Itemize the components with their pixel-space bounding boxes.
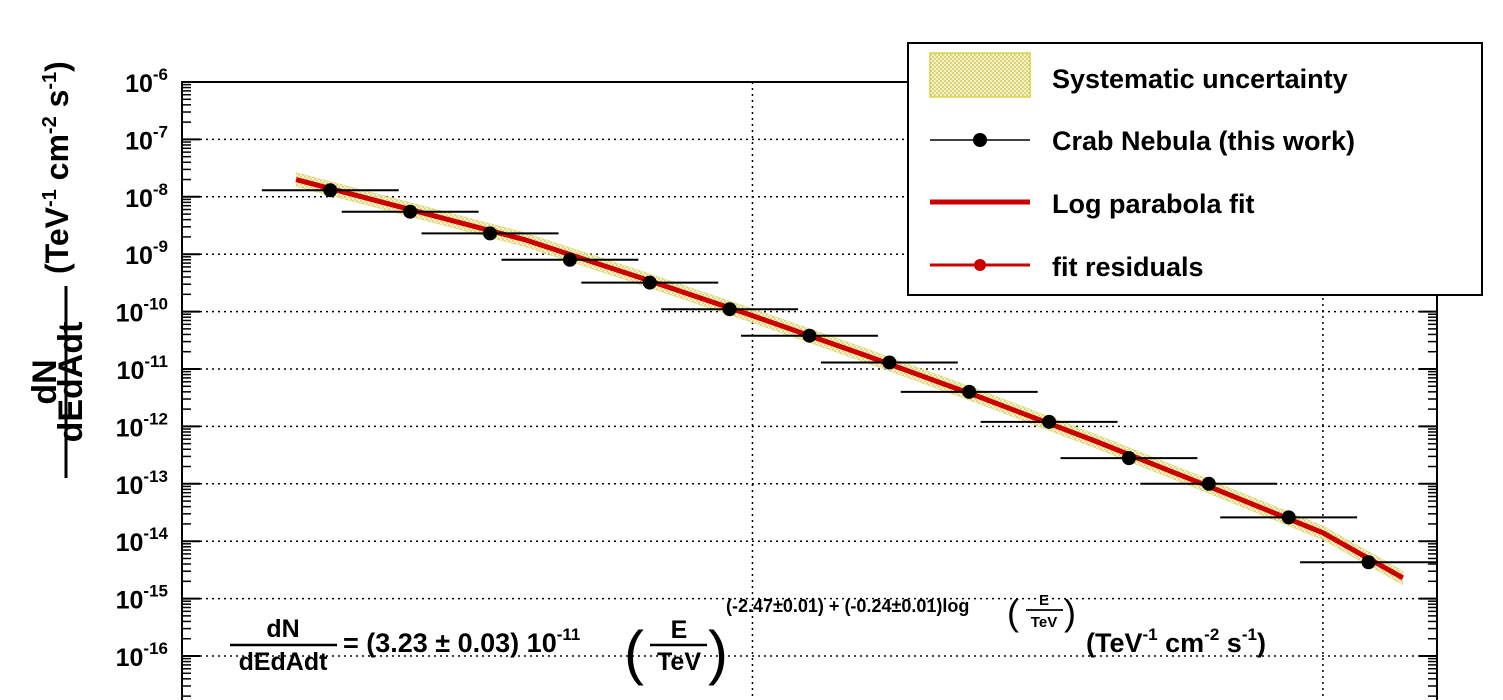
- y-tick-label: 10-13: [116, 467, 168, 500]
- y-tick-label: 10-7: [125, 122, 168, 155]
- legend-label-fit: Log parabola fit: [1052, 189, 1255, 219]
- data-point: [403, 204, 418, 219]
- formula-lhs-denominator: dEdAdt: [239, 648, 329, 676]
- formula-index-right-paren: ): [1064, 592, 1076, 633]
- data-point: [323, 183, 338, 198]
- y-tick-label: 10-9: [125, 237, 168, 270]
- y-label-denominator: dEdAdt: [52, 322, 90, 443]
- legend-label-systematic: Systematic uncertainty: [1052, 64, 1348, 94]
- formula-norm: = (3.23 ± 0.03) 10-11: [343, 625, 580, 658]
- y-label-units: (TeV-1 cm-2 s-1): [39, 61, 75, 274]
- data-point: [1281, 510, 1296, 525]
- data-point: [483, 226, 498, 241]
- data-point: [962, 384, 977, 399]
- formula-ratio-numerator: E: [671, 616, 688, 644]
- y-tick-label: 10-12: [116, 409, 168, 442]
- formula-lhs-numerator: dN: [266, 615, 299, 643]
- crab-nebula-points: [261, 183, 1437, 570]
- formula-index: (-2.47±0.01) + (-0.24±0.01)log: [726, 596, 969, 616]
- legend-swatch-points-marker: [973, 133, 987, 147]
- y-tick-label: 10-8: [125, 180, 168, 213]
- formula-ratio-denominator: TeV: [657, 648, 701, 676]
- data-point: [722, 302, 737, 317]
- legend-swatch-band: [929, 52, 1031, 98]
- data-point: [802, 328, 817, 343]
- y-label-numerator: dN: [26, 359, 64, 404]
- y-tick-label: 10-15: [116, 582, 168, 615]
- y-tick-label: 10-10: [116, 295, 168, 328]
- formula-units: (TeV-1 cm-2 s-1): [1086, 625, 1266, 658]
- data-point: [1361, 555, 1376, 570]
- data-point: [562, 252, 577, 267]
- formula-right-paren: ): [708, 619, 728, 686]
- legend-label-residuals: fit residuals: [1052, 252, 1204, 282]
- data-point: [1121, 451, 1136, 466]
- legend-swatch-residuals-marker: [974, 259, 986, 271]
- fit-formula: dN dEdAdt = (3.23 ± 0.03) 10-11 ( E TeV …: [230, 592, 1266, 686]
- plot-frame: [181, 81, 1438, 700]
- data-point: [1042, 414, 1057, 429]
- data-point: [642, 275, 657, 290]
- formula-index-ratio-numerator: E: [1039, 592, 1049, 609]
- y-tick-label: 10-16: [116, 639, 168, 672]
- legend-label-crab: Crab Nebula (this work): [1052, 126, 1355, 156]
- formula-index-ratio-denominator: TeV: [1031, 614, 1057, 631]
- y-axis-label: dN dEdAdt (TeV-1 cm-2 s-1): [26, 61, 90, 478]
- y-tick-label: 10-14: [116, 524, 169, 557]
- legend: Systematic uncertainty Crab Nebula (this…: [907, 42, 1483, 296]
- data-point: [1201, 476, 1216, 491]
- formula-left-paren: (: [624, 619, 644, 686]
- y-tick-label: 10-6: [125, 65, 168, 98]
- y-axis-tick-labels: 10-6 10-7 10-8 10-9 10-10 10-11 10-12 10-13 10-1…: [116, 65, 169, 672]
- formula-index-left-paren: (: [1007, 592, 1019, 633]
- y-tick-label: 10-11: [117, 352, 168, 385]
- data-point: [882, 355, 897, 370]
